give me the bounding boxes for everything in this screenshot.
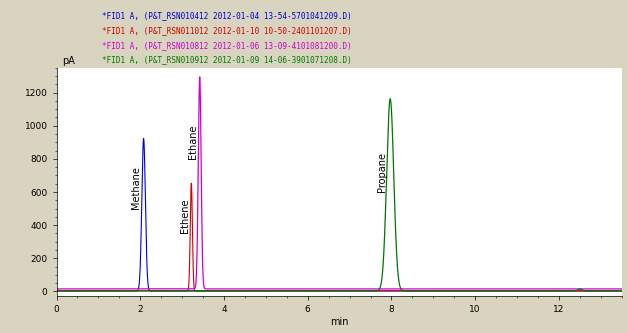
Text: *FID1 A, (P&T_RSN010412 2012-01-04 13-54-5701041209.D): *FID1 A, (P&T_RSN010412 2012-01-04 13-54… (102, 11, 352, 20)
Text: Methane: Methane (131, 166, 141, 208)
X-axis label: min: min (330, 317, 349, 327)
Text: *FID1 A, (P&T_RSN011012 2012-01-10 10-50-2401101207.D): *FID1 A, (P&T_RSN011012 2012-01-10 10-50… (102, 26, 352, 35)
Text: Propane: Propane (377, 152, 387, 192)
Text: Ethene: Ethene (180, 199, 190, 233)
Text: *FID1 A, (P&T_RSN010812 2012-01-06 13-09-4101081200.D): *FID1 A, (P&T_RSN010812 2012-01-06 13-09… (102, 41, 352, 50)
Text: pA: pA (62, 56, 75, 66)
Text: *FID1 A, (P&T_RSN010912 2012-01-09 14-06-3901071208.D): *FID1 A, (P&T_RSN010912 2012-01-09 14-06… (102, 56, 352, 65)
Text: Ethane: Ethane (188, 125, 198, 159)
